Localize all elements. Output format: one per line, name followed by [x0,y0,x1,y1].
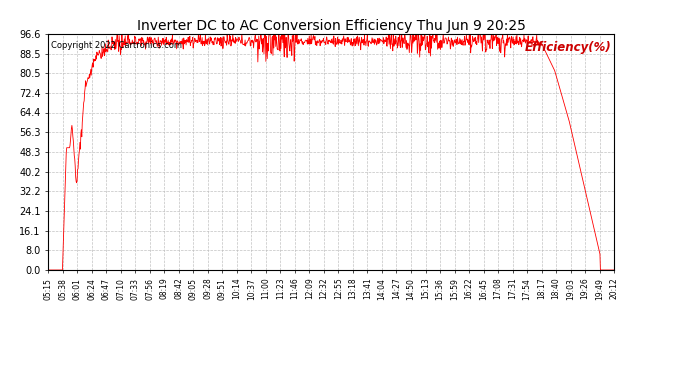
Title: Inverter DC to AC Conversion Efficiency Thu Jun 9 20:25: Inverter DC to AC Conversion Efficiency … [137,19,526,33]
Text: Efficiency(%): Efficiency(%) [524,41,611,54]
Text: Copyright 2022 Cartronics.com: Copyright 2022 Cartronics.com [51,41,182,50]
